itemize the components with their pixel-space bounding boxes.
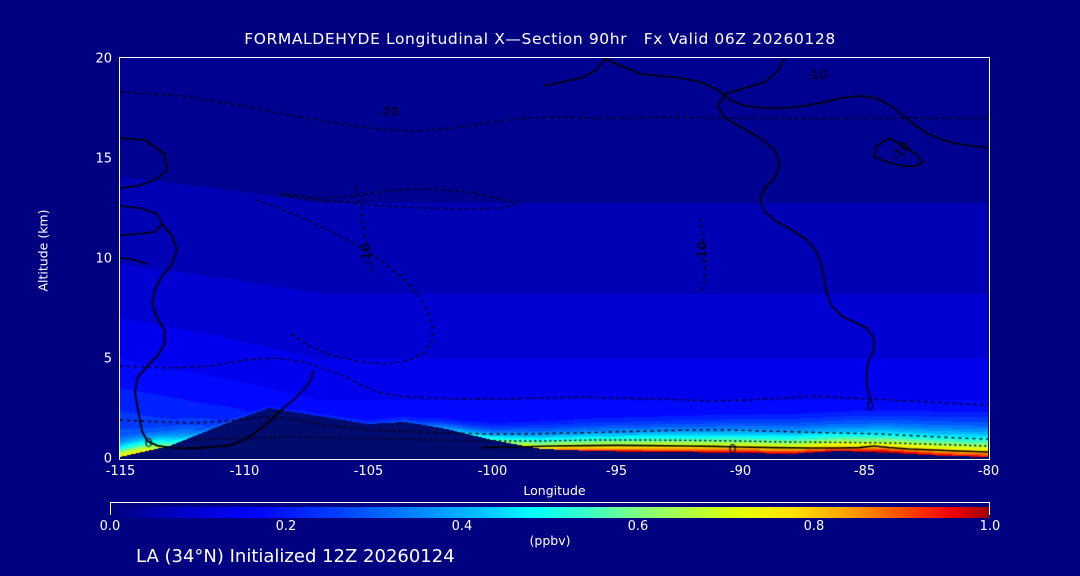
x-tick-label: -80	[977, 464, 1000, 479]
colorbar-tick-label: 0.4	[451, 519, 473, 534]
colorbar-tick-label: 1.0	[979, 519, 1001, 534]
x-tick-label: -110	[229, 464, 260, 479]
x-axis-title: Longitude	[523, 483, 586, 498]
plot-area	[119, 57, 990, 460]
y-tick-label: 20	[95, 51, 112, 66]
x-tick-label: -85	[853, 464, 876, 479]
x-tick-label: -105	[353, 464, 384, 479]
footer-caption: LA (34°N) Initialized 12Z 20260124	[136, 546, 455, 567]
y-tick-label: 0	[103, 451, 112, 466]
colorbar-tick-label: 0.6	[627, 519, 649, 534]
colorbar-gradient	[111, 507, 989, 518]
x-tick-label: -100	[477, 464, 508, 479]
colorbar-tick-label: 0.2	[275, 519, 297, 534]
y-tick-label: 5	[103, 351, 112, 366]
y-axis-title: Altitude (km)	[35, 209, 51, 292]
x-tick-label: -95	[605, 464, 628, 479]
y-tick-label: 10	[95, 251, 112, 266]
x-tick-label: -115	[105, 464, 136, 479]
colorbar-units-label: (ppbv)	[529, 533, 571, 548]
y-tick-label: 15	[95, 151, 112, 166]
x-tick-label: -90	[729, 464, 752, 479]
cross-section-heatmap	[120, 58, 988, 458]
colorbar-tick-label: 0.8	[803, 519, 825, 534]
page-title: FORMALDEHYDE Longitudinal X—Section 90hr…	[244, 30, 836, 48]
colorbar	[110, 502, 990, 518]
colorbar-tick-label: 0.0	[99, 519, 121, 534]
